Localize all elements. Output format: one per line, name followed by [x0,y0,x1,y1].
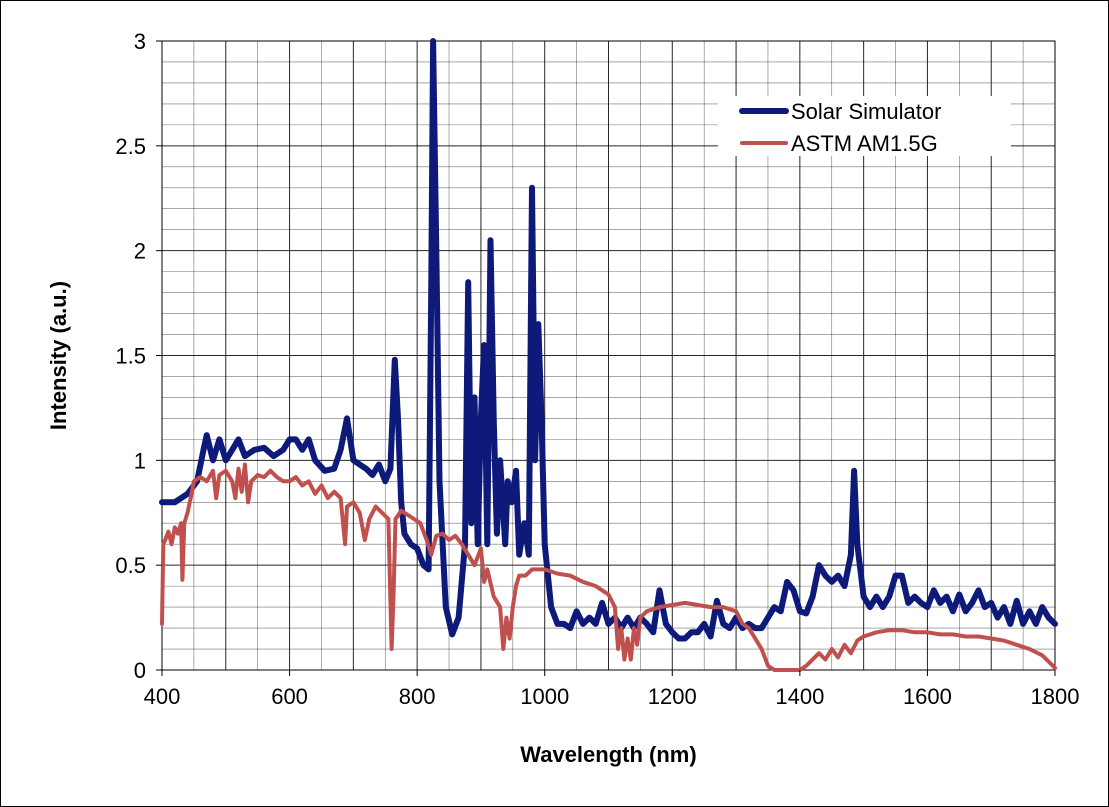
legend-label: ASTM AM1.5G [791,131,938,156]
x-tick-label: 1000 [520,684,569,709]
y-tick-label: 0.5 [115,553,146,578]
y-axis-ticks: 0 0.5 1 1.5 2 2.5 3 [115,29,162,683]
legend: Solar Simulator ASTM AM1.5G [718,96,1011,156]
series-line-astm-am15g [160,462,1057,672]
y-tick-label: 0 [134,658,146,683]
x-tick-label: 1400 [775,684,824,709]
x-tick-label: 600 [271,684,308,709]
x-axis-title: Wavelength (nm) [520,742,696,767]
y-tick-label: 2 [134,239,146,264]
series-line-solar-simulator [159,38,1058,642]
y-tick-label: 1 [134,448,146,473]
y-tick-label: 1.5 [115,344,146,369]
x-tick-label: 800 [399,684,436,709]
legend-label: Solar Simulator [791,99,941,124]
y-axis-title: Intensity (a.u.) [46,281,71,430]
series-layer [159,38,1058,672]
y-tick-label: 3 [134,29,146,54]
x-tick-label: 1600 [903,684,952,709]
x-axis-ticks: 400 600 800 1000 1200 1400 1600 1800 [144,670,1080,709]
x-tick-label: 1200 [648,684,697,709]
x-tick-label: 1800 [1031,684,1080,709]
y-tick-label: 2.5 [115,134,146,159]
legend-box [718,96,1011,156]
x-tick-label: 400 [144,684,181,709]
